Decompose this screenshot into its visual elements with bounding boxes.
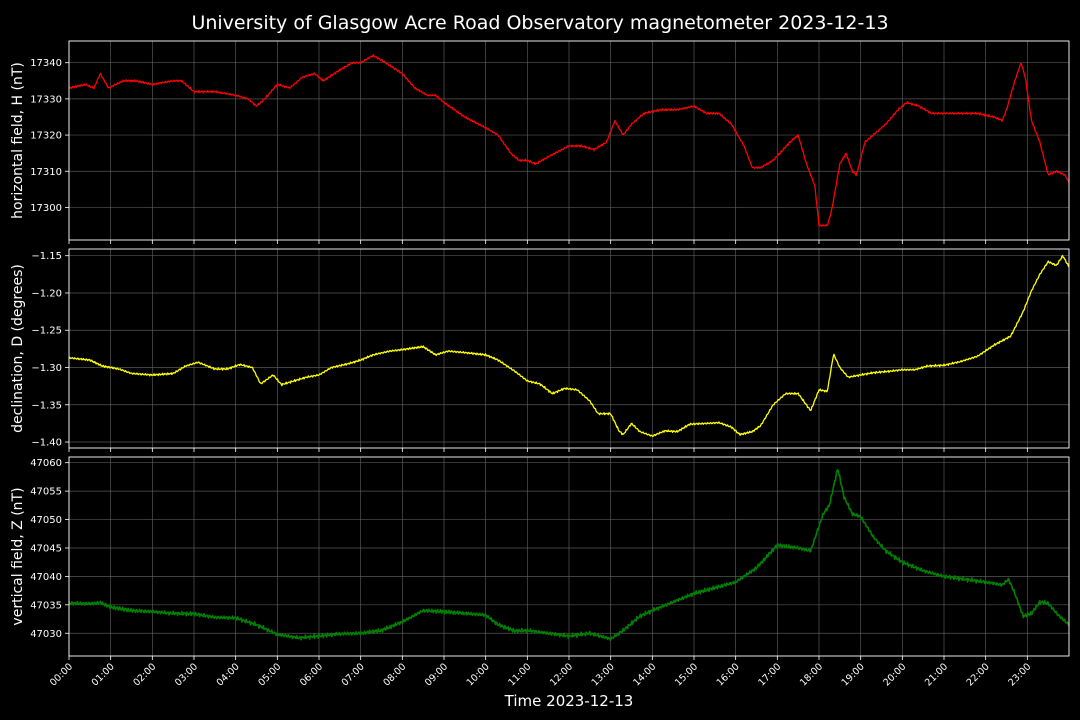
panel-D-y-tick-label: −1.25 — [31, 326, 62, 337]
x-tick-label: 02:00 — [131, 661, 158, 688]
panel-H-y-axis-label: horizontal field, H (nT) — [10, 62, 26, 219]
x-tick-label: 06:00 — [298, 661, 325, 688]
panel-H-frame — [68, 40, 1070, 241]
x-tick-label: 21:00 — [923, 661, 950, 688]
panel-D-y-tick-label: −1.35 — [31, 400, 62, 411]
panel-Z-y-tick-label: 47055 — [30, 487, 62, 498]
chart-title: University of Glasgow Acre Road Observat… — [191, 12, 888, 34]
panel-D-y-tick-label: −1.20 — [31, 288, 62, 299]
x-tick-label: 22:00 — [965, 661, 992, 688]
x-axis-ticks: 00:00 01:00 02:00 03:00 04:00 05:00 06:00 07:00… — [48, 661, 1033, 688]
panel-D-frame — [68, 248, 1070, 449]
x-axis-label: Time 2023-12-13 — [504, 692, 634, 710]
panel-Z-y-tick-label: 47045 — [30, 543, 62, 554]
panel-H-y-tick-label: 17300 — [30, 203, 62, 214]
panel-Z-y-tick-label: 47040 — [30, 572, 62, 583]
x-tick-label: 15:00 — [673, 661, 700, 688]
x-tick-label: 07:00 — [340, 661, 367, 688]
panel-Z-y-tick-label: 47030 — [30, 629, 62, 640]
x-tick-label: 19:00 — [840, 661, 867, 688]
panel-D: −1.40 −1.35 −1.30 −1.25 −1.20 −1.15 declinatio… — [10, 248, 1070, 452]
x-tick-label: 18:00 — [798, 661, 825, 688]
x-tick-label: 08:00 — [381, 661, 408, 688]
panel-H-y-tick-label: 17320 — [30, 131, 62, 142]
panel-Z: 47030 47035 47040 47045 47050 47055 47060 verti… — [10, 456, 1070, 660]
panel-D-y-tick-label: −1.15 — [31, 251, 62, 262]
x-tick-label: 12:00 — [548, 661, 575, 688]
x-tick-label: 10:00 — [465, 661, 492, 688]
panel-D-y-tick-label: −1.40 — [31, 438, 62, 449]
panel-H-y-tick-label: 17330 — [30, 94, 62, 105]
x-tick-label: 14:00 — [631, 661, 658, 688]
x-tick-label: 16:00 — [715, 661, 742, 688]
panel-Z-frame — [68, 456, 1070, 657]
x-tick-label: 11:00 — [506, 661, 533, 688]
x-tick-label: 17:00 — [756, 661, 783, 688]
x-tick-label: 04:00 — [215, 661, 242, 688]
x-tick-label: 05:00 — [256, 661, 283, 688]
panel-H: 17300 17310 17320 17330 17340 horizontal fiel… — [10, 40, 1070, 244]
x-tick-label: 20:00 — [881, 661, 908, 688]
panel-H-y-tick-label: 17340 — [30, 58, 62, 69]
panel-Z-y-axis-label: vertical field, Z (nT) — [10, 487, 26, 625]
x-tick-label: 09:00 — [423, 661, 450, 688]
panel-H-series-line — [68, 54, 1070, 227]
panel-Z-y-tick-label: 47050 — [30, 515, 62, 526]
chart-panels: 17300 17310 17320 17330 17340 horizontal fiel… — [10, 40, 1070, 660]
panel-H-y-tick-label: 17310 — [30, 167, 62, 178]
panel-Z-y-tick-label: 47060 — [30, 458, 62, 469]
panel-D-series-line — [68, 254, 1070, 437]
x-tick-label: 23:00 — [1006, 661, 1033, 688]
panel-Z-series-line — [68, 469, 1070, 642]
x-tick-label: 01:00 — [90, 661, 117, 688]
x-tick-label: 00:00 — [48, 661, 75, 688]
x-tick-label: 13:00 — [590, 661, 617, 688]
panel-D-y-tick-label: −1.30 — [31, 363, 62, 374]
panel-Z-y-tick-label: 47035 — [30, 600, 62, 611]
x-tick-label: 03:00 — [173, 661, 200, 688]
panel-D-y-axis-label: declination, D (degrees) — [10, 264, 26, 433]
